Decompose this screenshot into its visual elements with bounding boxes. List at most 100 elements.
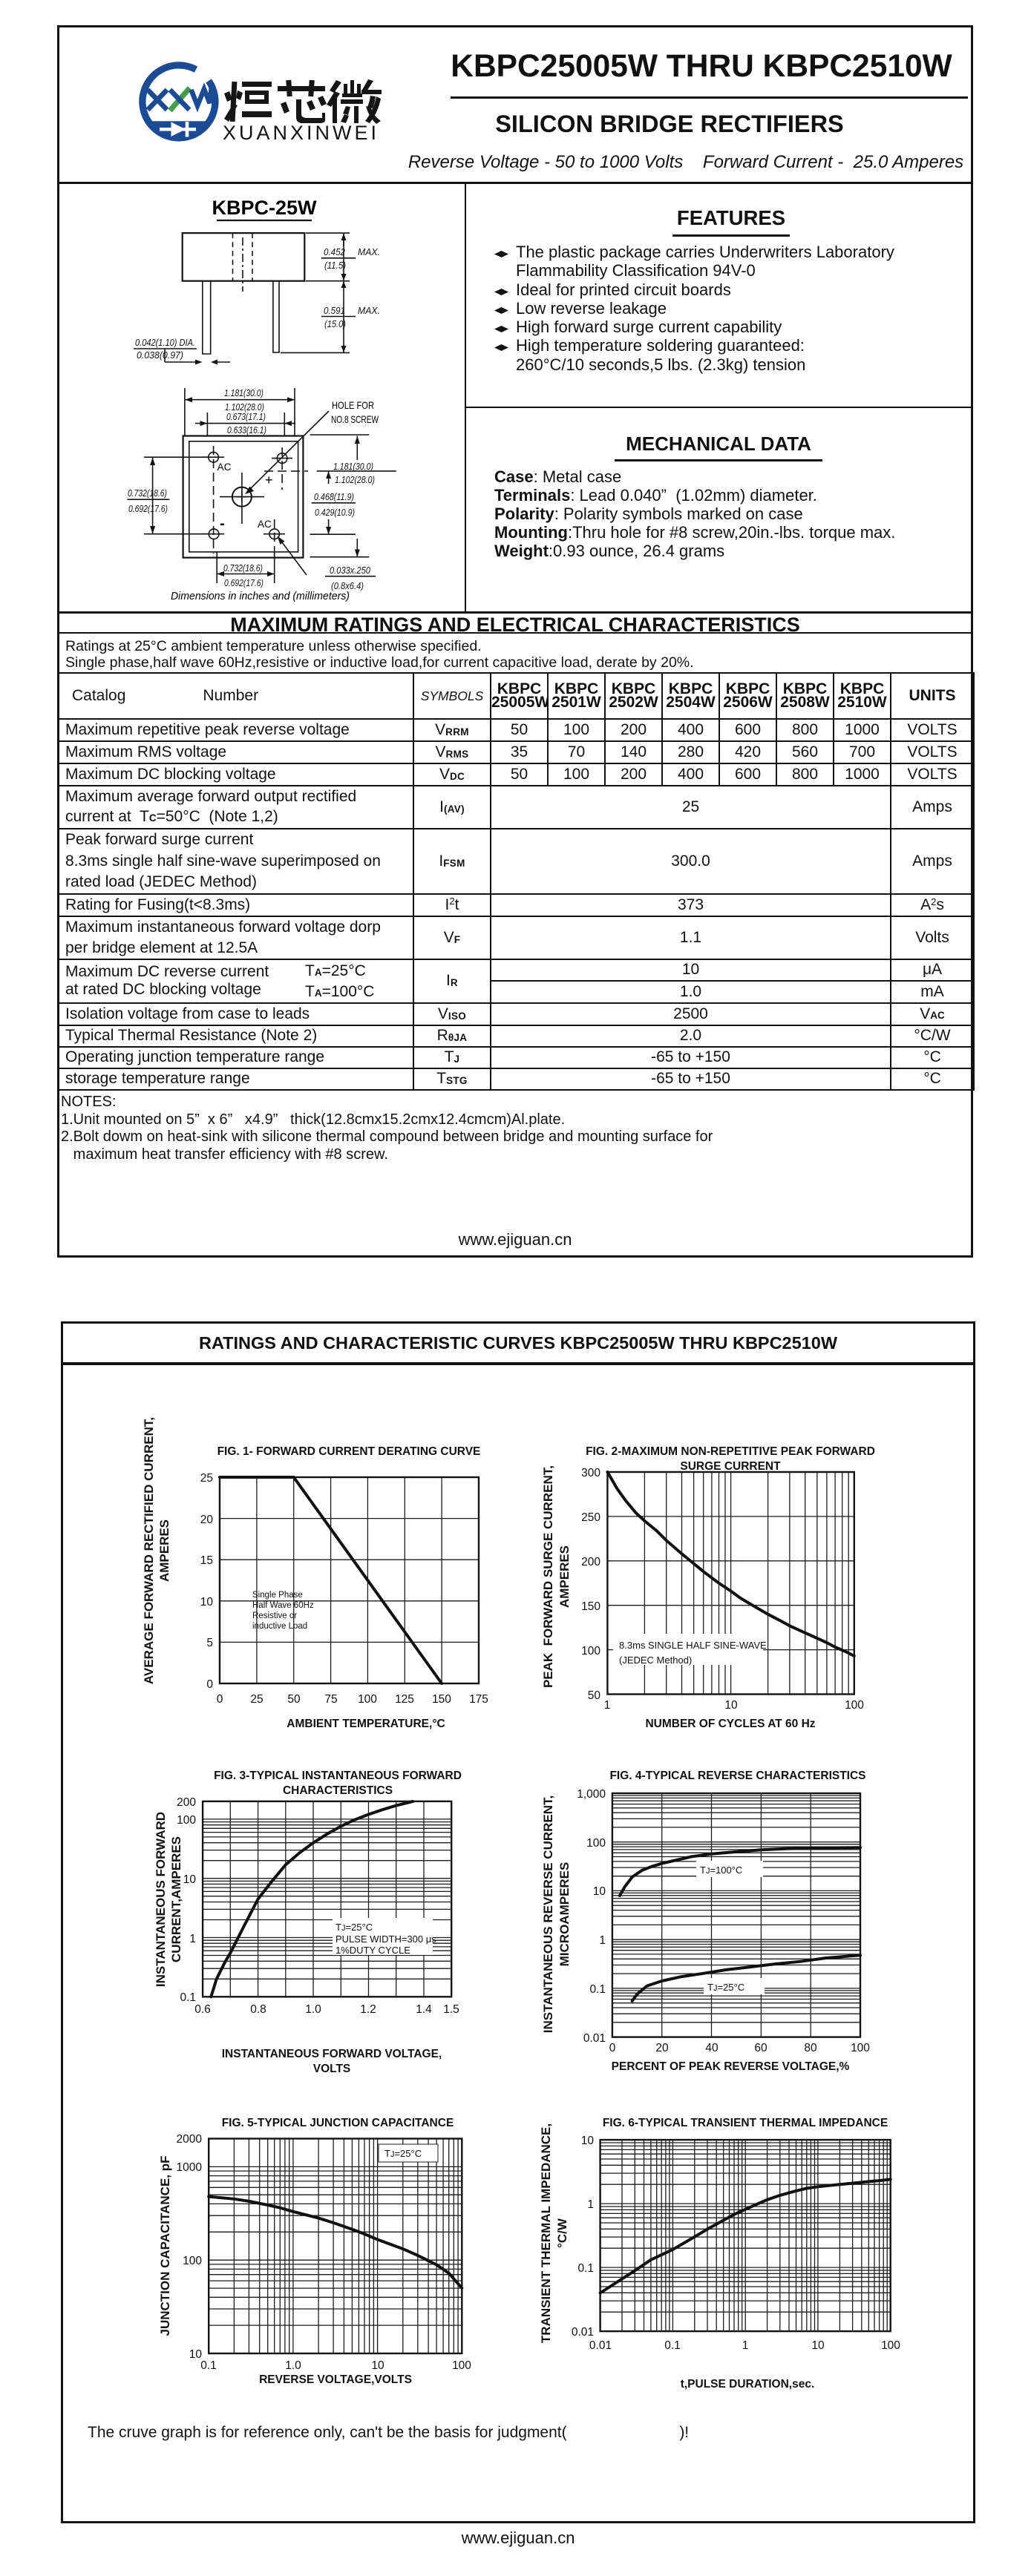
svg-text:100: 100 (851, 2042, 870, 2054)
svg-text:1.181(30.0): 1.181(30.0) (333, 461, 373, 472)
svg-text:FIG. 5-TYPICAL JUNCTION CAPACI: FIG. 5-TYPICAL JUNCTION CAPACITANCE (222, 2117, 454, 2129)
svg-text:AMPERES: AMPERES (157, 1519, 171, 1582)
svg-text:1,000: 1,000 (577, 1788, 606, 1801)
svg-text:100: 100 (183, 2255, 202, 2267)
svg-text:0.01: 0.01 (572, 2326, 594, 2339)
svg-text:INSTANTANEOUS FORWARD: INSTANTANEOUS FORWARD (154, 1812, 168, 1987)
svg-text:25: 25 (200, 1472, 213, 1485)
svg-text:0: 0 (609, 2042, 616, 2054)
svg-text:Half Wave 60Hz: Half Wave 60Hz (252, 1601, 314, 1610)
svg-text:0.01: 0.01 (583, 2032, 606, 2045)
svg-text:0.8: 0.8 (250, 2003, 266, 2016)
svg-text:10: 10 (811, 2339, 825, 2352)
svg-text:250: 250 (581, 1511, 600, 1524)
svg-text:1.2: 1.2 (360, 2003, 376, 2016)
svg-text:0.033x.250: 0.033x.250 (330, 565, 371, 576)
svg-text:°C/W: °C/W (555, 2218, 569, 2248)
svg-text:80: 80 (804, 2042, 817, 2054)
svg-text:NUMBER OF CYCLES AT 60 Hz: NUMBER OF CYCLES AT 60 Hz (645, 1718, 815, 1730)
svg-text:10: 10 (724, 1699, 738, 1712)
svg-text:0.468(11.9): 0.468(11.9) (314, 491, 354, 502)
svg-text:8.3ms SINGLE HALF SINE-WAVE: 8.3ms SINGLE HALF SINE-WAVE (619, 1640, 767, 1651)
svg-text:AMBIENT TEMPERATURE,°C: AMBIENT TEMPERATURE,°C (287, 1718, 445, 1730)
svg-text:(11.5): (11.5) (324, 260, 346, 271)
svg-text:CHARACTERISTICS: CHARACTERISTICS (283, 1784, 393, 1797)
svg-text:175: 175 (469, 1693, 488, 1706)
svg-text:KBPC-25W: KBPC-25W (212, 197, 317, 219)
svg-text:VOLTS: VOLTS (313, 2063, 351, 2075)
svg-text:10: 10 (189, 2348, 203, 2361)
svg-text:(JEDEC Method): (JEDEC Method) (619, 1655, 692, 1666)
svg-text:100: 100 (881, 2339, 900, 2352)
svg-text:0.732(18.6): 0.732(18.6) (223, 562, 263, 574)
svg-text:AC: AC (217, 461, 232, 473)
svg-text:INSTANTANEOUS REVERSE CURRENT,: INSTANTANEOUS REVERSE CURRENT, (541, 1795, 555, 2034)
svg-text:0.429(10.9): 0.429(10.9) (315, 507, 355, 518)
svg-text:PERCENT OF PEAK REVERSE VOLTAG: PERCENT OF PEAK REVERSE VOLTAGE,% (612, 2060, 850, 2073)
svg-text:100: 100 (177, 1814, 196, 1827)
svg-text:0: 0 (217, 1693, 223, 1706)
svg-text:HOLE FOR: HOLE FOR (332, 399, 374, 411)
svg-text:1: 1 (587, 2198, 594, 2211)
svg-text:0.1: 0.1 (200, 2359, 217, 2372)
svg-text:0.732(18.6): 0.732(18.6) (128, 487, 167, 499)
svg-text:300: 300 (581, 1467, 600, 1479)
svg-text:1.102(28.0): 1.102(28.0) (335, 474, 375, 485)
svg-text:AVERAGE FORWARD RECTIFIED CURR: AVERAGE FORWARD RECTIFIED CURRENT, (142, 1417, 156, 1684)
svg-text:100: 100 (358, 1693, 377, 1706)
svg-text:FIG. 3-TYPICAL INSTANTANEOUS F: FIG. 3-TYPICAL INSTANTANEOUS FORWARD (214, 1770, 462, 1782)
svg-text:JUNCTION CAPACITANCE, pF: JUNCTION CAPACITANCE, pF (158, 2155, 172, 2336)
svg-text:0.042(1.10) DIA.: 0.042(1.10) DIA. (135, 337, 195, 348)
svg-text:SURGE CURRENT: SURGE CURRENT (680, 1460, 781, 1473)
svg-text:0.692(17.6): 0.692(17.6) (224, 577, 264, 588)
svg-text:20: 20 (655, 2042, 669, 2054)
svg-text:1.4: 1.4 (416, 2003, 432, 2016)
svg-text:1: 1 (189, 1933, 196, 1945)
svg-text:5: 5 (206, 1637, 213, 1649)
svg-text:0.038(0.97): 0.038(0.97) (137, 349, 183, 361)
svg-text:1.102(28.0): 1.102(28.0) (225, 401, 264, 413)
svg-text:Dimensions in inches and (mill: Dimensions in inches and (millimeters) (171, 591, 350, 602)
svg-text:Single Phase: Single Phase (252, 1591, 303, 1600)
svg-text:1000: 1000 (177, 2161, 203, 2174)
svg-text:1%DUTY CYCLE: 1%DUTY CYCLE (336, 1945, 410, 1956)
svg-text:25: 25 (250, 1693, 263, 1706)
svg-text:100: 100 (845, 1699, 864, 1712)
svg-text:REVERSE VOLTAGE,VOLTS: REVERSE VOLTAGE,VOLTS (259, 2373, 412, 2386)
svg-text:PEAK FORWARD SURGE CURRENT,: PEAK FORWARD SURGE CURRENT, (541, 1465, 555, 1688)
svg-text:MICROAMPERES: MICROAMPERES (557, 1862, 572, 1967)
svg-text:60: 60 (754, 2042, 767, 2054)
svg-text:MAX.: MAX. (358, 305, 380, 316)
svg-text:1.181(30.0): 1.181(30.0) (224, 387, 264, 398)
svg-text:TRANSIENT THERMAL IMPEDANCE,: TRANSIENT THERMAL IMPEDANCE, (539, 2123, 553, 2343)
svg-text:1.0: 1.0 (305, 2003, 321, 2016)
svg-text:0.692(17.6): 0.692(17.6) (128, 503, 168, 514)
svg-text:0.1: 0.1 (589, 1983, 606, 1996)
svg-text:0.673(17.1): 0.673(17.1) (226, 411, 266, 422)
svg-text:t,PULSE DURATION,sec.: t,PULSE DURATION,sec. (681, 2378, 815, 2391)
svg-text:FIG. 2-MAXIMUM NON-REPETITIVE: FIG. 2-MAXIMUM NON-REPETITIVE PEAK FORWA… (586, 1445, 875, 1458)
svg-text:TJ=25°C: TJ=25°C (384, 2148, 422, 2159)
svg-text:0.6: 0.6 (194, 2003, 211, 2016)
svg-text:1: 1 (742, 2339, 749, 2352)
svg-text:TJ=25°C: TJ=25°C (707, 1982, 744, 1993)
svg-text:0.1: 0.1 (180, 1991, 196, 2004)
svg-text:150: 150 (581, 1600, 600, 1613)
svg-text:+: + (265, 473, 273, 487)
svg-text:40: 40 (705, 2042, 719, 2054)
svg-text:10: 10 (200, 1596, 214, 1609)
svg-text:125: 125 (395, 1693, 414, 1706)
svg-text:FIG. 4-TYPICAL REVERSE CHARACT: FIG. 4-TYPICAL REVERSE CHARACTERISTICS (609, 1770, 865, 1782)
svg-text:TJ=100°C: TJ=100°C (700, 1864, 742, 1876)
svg-text:(15.0): (15.0) (324, 318, 346, 329)
svg-text:INSTANTANEOUS FORWARD VOLTAGE,: INSTANTANEOUS FORWARD VOLTAGE, (222, 2048, 442, 2060)
svg-text:1.5: 1.5 (443, 2003, 459, 2016)
svg-text:10: 10 (371, 2359, 384, 2372)
svg-text:CURRENT,AMPERES: CURRENT,AMPERES (169, 1836, 183, 1962)
svg-text:FIG. 1- FORWARD CURRENT DERATI: FIG. 1- FORWARD CURRENT DERATING CURVE (217, 1445, 481, 1458)
svg-text:150: 150 (432, 1693, 451, 1706)
svg-text:(0.8x6.4): (0.8x6.4) (331, 580, 364, 591)
svg-text:MAX.: MAX. (358, 246, 380, 257)
svg-text:20: 20 (200, 1514, 214, 1526)
svg-text:AMPERES: AMPERES (557, 1545, 572, 1608)
